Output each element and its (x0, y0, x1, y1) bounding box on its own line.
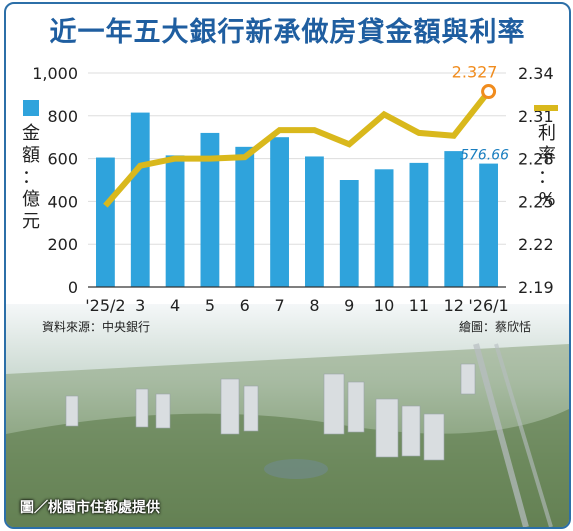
bar (479, 163, 498, 287)
rate-last-point (481, 84, 497, 100)
rate-data-label: 2.327 (452, 63, 498, 82)
bar (235, 146, 255, 287)
left-tick-label: 200 (47, 235, 78, 254)
bar (374, 169, 394, 287)
right-axis-label-char: % (538, 189, 555, 210)
category-label: '26/1 (468, 296, 508, 315)
bar (96, 157, 115, 287)
category-label: 10 (374, 296, 394, 315)
right-tick-label: 2.25 (518, 192, 554, 211)
photo-credit: 圖／桃園市住都處提供 (20, 500, 160, 516)
category-label: 5 (205, 296, 215, 315)
bar (130, 112, 150, 287)
category-label: 4 (170, 296, 180, 315)
city-aerial-photo (6, 304, 569, 527)
bar-data-label: 576.66 (460, 148, 509, 164)
left-axis-label-char: ： (22, 167, 40, 188)
chart-title: 近一年五大銀行新承做房貸金額與利率 (49, 17, 526, 48)
category-label: 11 (409, 296, 429, 315)
category-label: '25/2 (85, 296, 125, 315)
right-axis-label-char: 率 (538, 145, 556, 166)
rate-line (103, 89, 491, 208)
left-axis-label-char: 億 (22, 189, 40, 210)
category-label: 6 (240, 296, 250, 315)
chart-frame: 近一年五大銀行新承做房貸金額與利率 (4, 2, 571, 529)
left-axis-label-char: 金 (22, 123, 40, 144)
right-axis-label-char: 利 (538, 123, 556, 144)
category-label: 7 (274, 296, 284, 315)
bar (444, 151, 464, 287)
left-tick-label: 800 (47, 107, 78, 126)
right-axis-label-char: ： (538, 167, 556, 188)
right-tick-label: 2.19 (518, 278, 554, 297)
category-label: 9 (344, 296, 354, 315)
artist-credit: 繪圖：蔡欣恬 (458, 320, 531, 334)
right-tick-label: 2.28 (518, 150, 554, 169)
chart-canvas: 0 200 400 600 800 1,000 2.19 2.22 2.25 2.28 2.31 2.… (22, 63, 558, 315)
bar (270, 137, 289, 287)
right-tick-label: 2.31 (518, 107, 554, 126)
left-tick-label: 400 (47, 192, 78, 211)
bar (339, 180, 359, 287)
bar (409, 162, 429, 287)
bar (200, 132, 220, 287)
source-note: 資料來源：中央銀行 (42, 320, 151, 334)
left-axis-label-char: 元 (22, 211, 40, 232)
left-tick-label: 0 (68, 278, 78, 297)
bar (305, 156, 324, 287)
left-tick-label: 600 (47, 150, 78, 169)
category-label: 12 (444, 296, 464, 315)
left-axis-label-char: 額 (22, 145, 40, 166)
right-tick-label: 2.34 (518, 64, 554, 83)
left-tick-label: 1,000 (32, 64, 78, 83)
category-label: 8 (309, 296, 319, 315)
bar (165, 155, 185, 287)
right-tick-label: 2.22 (518, 235, 554, 254)
category-label: 3 (135, 296, 145, 315)
left-legend-swatch (23, 100, 39, 116)
